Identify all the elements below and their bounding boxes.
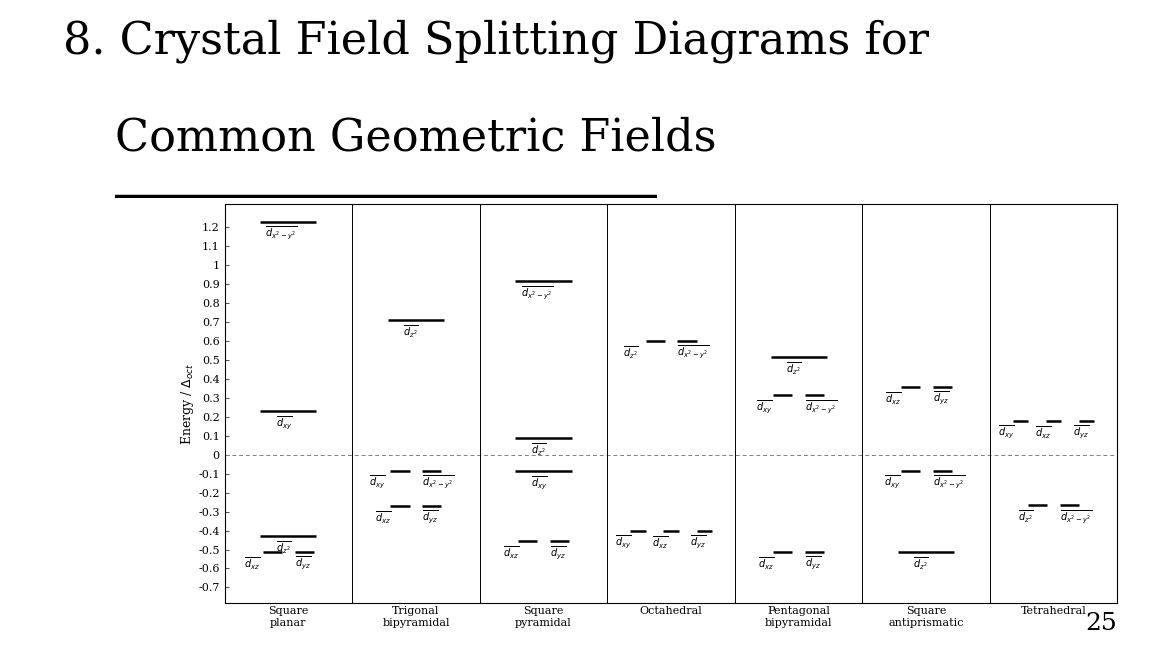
- Text: $\overline{d_{xy}}$: $\overline{d_{xy}}$: [275, 415, 293, 432]
- Text: Pentagonal
bipyramidal: Pentagonal bipyramidal: [765, 607, 833, 628]
- Text: $\overline{d_{z^2}}$: $\overline{d_{z^2}}$: [622, 344, 638, 361]
- Text: $\overline{d_{xy}}$: $\overline{d_{xy}}$: [531, 474, 547, 492]
- Text: $\overline{d_{yz}}$: $\overline{d_{yz}}$: [1073, 424, 1089, 441]
- Text: Octahedral: Octahedral: [639, 607, 703, 616]
- Text: $\overline{d_{yz}}$: $\overline{d_{yz}}$: [805, 555, 821, 572]
- Text: $\overline{d_{x^2-y^2}}$: $\overline{d_{x^2-y^2}}$: [677, 344, 710, 362]
- Text: $\overline{d_{x^2-y^2}}$: $\overline{d_{x^2-y^2}}$: [1060, 508, 1092, 526]
- Text: $\overline{d_{xy}}$: $\overline{d_{xy}}$: [998, 424, 1014, 441]
- Text: $\overline{d_{z^2}}$: $\overline{d_{z^2}}$: [403, 324, 419, 340]
- Text: $\overline{d_{x^2-y^2}}$: $\overline{d_{x^2-y^2}}$: [521, 284, 553, 302]
- Text: $\overline{d_{xz}}$: $\overline{d_{xz}}$: [376, 509, 392, 526]
- Text: $\overline{d_{xz}}$: $\overline{d_{xz}}$: [502, 544, 518, 561]
- Text: $\overline{d_{xy}}$: $\overline{d_{xy}}$: [757, 399, 773, 415]
- Text: Trigonal
bipyramidal: Trigonal bipyramidal: [382, 607, 449, 628]
- Text: $\overline{d_{x^2-y^2}}$: $\overline{d_{x^2-y^2}}$: [265, 225, 297, 242]
- Text: $\overline{d_{x^2-y^2}}$: $\overline{d_{x^2-y^2}}$: [932, 474, 964, 491]
- Text: 8. Crystal Field Splitting Diagrams for: 8. Crystal Field Splitting Diagrams for: [63, 19, 930, 63]
- Text: $\overline{d_{xz}}$: $\overline{d_{xz}}$: [758, 555, 774, 572]
- Text: $\overline{d_{z^2}}$: $\overline{d_{z^2}}$: [914, 555, 929, 572]
- Text: $\overline{d_{z^2}}$: $\overline{d_{z^2}}$: [275, 539, 291, 556]
- Text: $\overline{d_{yz}}$: $\overline{d_{yz}}$: [690, 534, 706, 551]
- Text: Square
pyramidal: Square pyramidal: [515, 607, 571, 628]
- Text: Common Geometric Fields: Common Geometric Fields: [115, 117, 717, 160]
- Text: Tetrahedral: Tetrahedral: [1021, 607, 1086, 616]
- Text: $\overline{d_{yz}}$: $\overline{d_{yz}}$: [932, 390, 948, 408]
- Text: $\overline{d_{yz}}$: $\overline{d_{yz}}$: [550, 544, 566, 562]
- Text: $\overline{d_{xy}}$: $\overline{d_{xy}}$: [884, 474, 901, 491]
- Text: 25: 25: [1085, 612, 1117, 635]
- Text: $\overline{d_{z^2}}$: $\overline{d_{z^2}}$: [531, 442, 546, 458]
- Text: Square
antiprismatic: Square antiprismatic: [888, 607, 964, 628]
- Text: $\overline{d_{xz}}$: $\overline{d_{xz}}$: [652, 534, 668, 551]
- Text: $\overline{d_{yz}}$: $\overline{d_{yz}}$: [295, 555, 311, 572]
- Text: $\overline{d_{yz}}$: $\overline{d_{yz}}$: [423, 509, 439, 526]
- Text: $\overline{d_{x^2-y^2}}$: $\overline{d_{x^2-y^2}}$: [805, 399, 838, 415]
- Text: $\overline{d_{xz}}$: $\overline{d_{xz}}$: [885, 390, 901, 407]
- Text: $\overline{d_{z^2}}$: $\overline{d_{z^2}}$: [786, 360, 802, 377]
- Text: Square
planar: Square planar: [268, 607, 309, 628]
- Text: $\overline{d_{x^2-y^2}}$: $\overline{d_{x^2-y^2}}$: [423, 474, 454, 491]
- Text: $\overline{d_{xz}}$: $\overline{d_{xz}}$: [244, 555, 260, 572]
- Y-axis label: Energy / $\Delta_{oct}$: Energy / $\Delta_{oct}$: [179, 362, 196, 445]
- Text: $\overline{d_{xy}}$: $\overline{d_{xy}}$: [615, 534, 631, 551]
- Text: $\overline{d_{z^2}}$: $\overline{d_{z^2}}$: [1018, 508, 1033, 525]
- Text: $\overline{d_{xy}}$: $\overline{d_{xy}}$: [369, 474, 385, 491]
- Text: $\overline{d_{xz}}$: $\overline{d_{xz}}$: [1034, 424, 1051, 441]
